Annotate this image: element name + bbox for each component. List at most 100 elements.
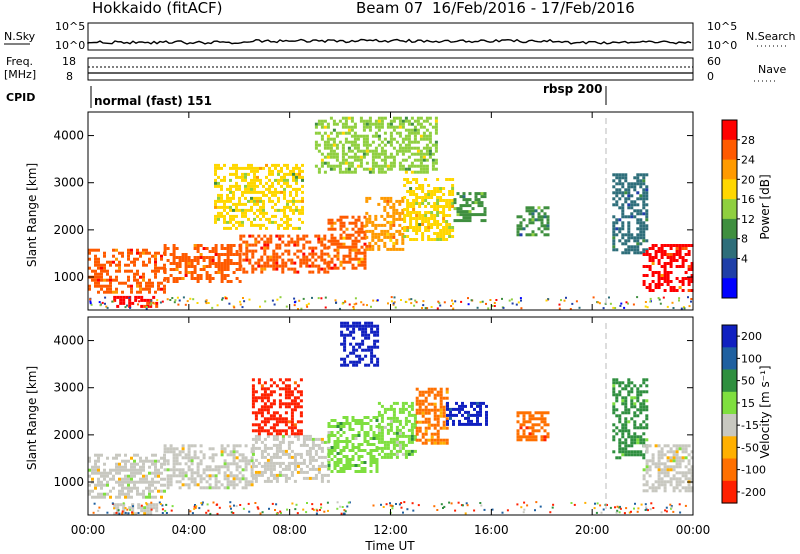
power-colorbar-segment	[722, 199, 737, 220]
time-axis-label: Time UT	[364, 539, 415, 553]
xtick-label: 00:00	[676, 523, 711, 537]
power-echo-region	[327, 215, 367, 270]
power-colorbar-segment	[722, 258, 737, 279]
power-echo-region	[113, 295, 159, 308]
velocity-colorbar-tick-label: 100	[741, 352, 762, 365]
power-colorbar-segment	[722, 238, 737, 259]
velocity-y-ticks: 1000 2000 3000 4000	[53, 334, 693, 489]
velocity-colorbar-tick-label: 15	[741, 397, 755, 410]
velocity-colorbar-tick-label: -100	[741, 464, 766, 477]
power-echo-region	[163, 244, 242, 283]
velocity-colorbar-tick-label: -200	[741, 486, 766, 499]
nsearch-label: N.Search	[746, 30, 796, 43]
velocity-echo-region	[88, 453, 166, 499]
velocity-echo-region	[251, 434, 330, 483]
power-colorbar-frame	[721, 119, 738, 299]
velocity-echo-region	[327, 416, 379, 473]
cpid-mode-normal: normal (fast) 151	[94, 94, 212, 108]
velocity-colorbar-tick-label: -50	[741, 441, 759, 454]
power-colorbar-tick-label: 4	[741, 252, 748, 265]
velocity-echo-region	[446, 401, 488, 426]
time-axis: 00:00 04:00 08:00 12:00 16:00 20:00 00:00	[71, 112, 711, 537]
power-echo-region	[453, 192, 487, 223]
power-echo-region	[214, 163, 304, 230]
power-y-ticks: 1000 2000 3000 4000	[53, 129, 693, 284]
xtick-label: 16:00	[474, 523, 509, 537]
velocity-colorbar-segment	[722, 458, 737, 482]
velocity-echo-region	[612, 378, 649, 460]
power-echo-region	[403, 178, 455, 241]
xtick-label: 20:00	[575, 523, 610, 537]
power-colorbar-segment	[722, 159, 737, 180]
velocity-echo-region	[163, 444, 254, 490]
power-colorbar-tick-label: 24	[741, 154, 755, 167]
nsearch-tick-bottom: 10^0	[707, 39, 737, 52]
velocity-colorbar-segment	[722, 391, 737, 415]
cpid-mode-rbsp: rbsp 200	[543, 82, 602, 96]
power-colorbar-segment	[722, 179, 737, 200]
velocity-colorbar-tick-label: 200	[741, 330, 762, 343]
cpid-label: CPID	[6, 91, 35, 104]
nsky-label: N.Sky	[4, 30, 36, 43]
velocity-echo-region	[340, 321, 380, 367]
freq-label: Freq.	[6, 55, 33, 68]
velocity-ytick-label: 3000	[53, 381, 84, 395]
velocity-echo-region	[377, 401, 417, 459]
power-colorbar-tick-label: 20	[741, 173, 755, 186]
power-echo-region	[612, 173, 649, 255]
velocity-ytick-label: 2000	[53, 428, 84, 442]
power-echo-region	[314, 116, 438, 174]
power-colorbar-label: Power [dB]	[758, 174, 772, 239]
velocity-colorbar-segment	[722, 480, 737, 504]
velocity-colorbar-segment	[722, 325, 737, 348]
power-colorbar-segment	[722, 120, 737, 141]
power-colorbar-tick-label: 8	[741, 233, 748, 246]
beam-label: Beam 07	[356, 0, 423, 17]
velocity-data	[88, 321, 694, 516]
xtick-label: 04:00	[172, 523, 207, 537]
power-echo-region	[365, 196, 405, 251]
freq-unit-label: [MHz]	[4, 68, 36, 81]
power-colorbar: 28 24 20 16 12 8 4	[721, 119, 755, 299]
power-ytick-label: 3000	[53, 176, 84, 190]
nsky-trace	[87, 38, 692, 45]
power-near-range-speckle	[89, 296, 693, 310]
nave-label: Nave	[758, 63, 786, 76]
power-ytick-label: 2000	[53, 223, 84, 237]
velocity-colorbar-segment	[722, 414, 737, 437]
power-data	[88, 116, 694, 310]
xtick-label: 12:00	[373, 523, 408, 537]
nave-tick-bottom: 0	[707, 70, 714, 83]
power-colorbar-segment	[722, 278, 737, 299]
nsearch-tick-top: 10^5	[707, 20, 737, 33]
velocity-echo-region	[415, 387, 449, 445]
xtick-label: 00:00	[71, 523, 106, 537]
velocity-colorbar-tick-label: 50	[741, 375, 755, 388]
velocity-colorbar-segment	[722, 347, 737, 371]
power-ylabel: Slant Range [km]	[25, 163, 39, 267]
freq-tick-bottom: 8	[66, 70, 73, 83]
velocity-colorbar-segment	[722, 369, 737, 393]
nave-tick-top: 60	[707, 55, 721, 68]
velocity-echo-region	[516, 411, 550, 442]
velocity-echo-region	[113, 503, 159, 516]
power-panel: 1000 2000 3000 4000 Slant Range [km] 28 24 20…	[25, 111, 772, 311]
power-ytick-label: 1000	[53, 270, 84, 284]
power-colorbar-segment	[722, 139, 737, 161]
velocity-panel: 1000 2000 3000 4000 Slant Range [km] 200 100…	[25, 316, 772, 516]
velocity-near-range-speckle	[92, 501, 687, 515]
velocity-echo-region	[642, 444, 694, 493]
nsky-panel	[87, 22, 694, 51]
power-echo-region	[516, 206, 550, 237]
freq-tick-top: 18	[62, 55, 76, 68]
velocity-frame	[87, 316, 694, 516]
velocity-ytick-label: 4000	[53, 334, 84, 348]
nsky-tick-bottom: 10^0	[55, 39, 85, 52]
freq-panel	[87, 57, 694, 81]
power-colorbar-segment	[722, 218, 737, 240]
power-ytick-label: 4000	[53, 129, 84, 143]
velocity-colorbar-segment	[722, 436, 737, 460]
power-echo-region	[239, 234, 330, 274]
power-echo-region	[642, 244, 694, 292]
